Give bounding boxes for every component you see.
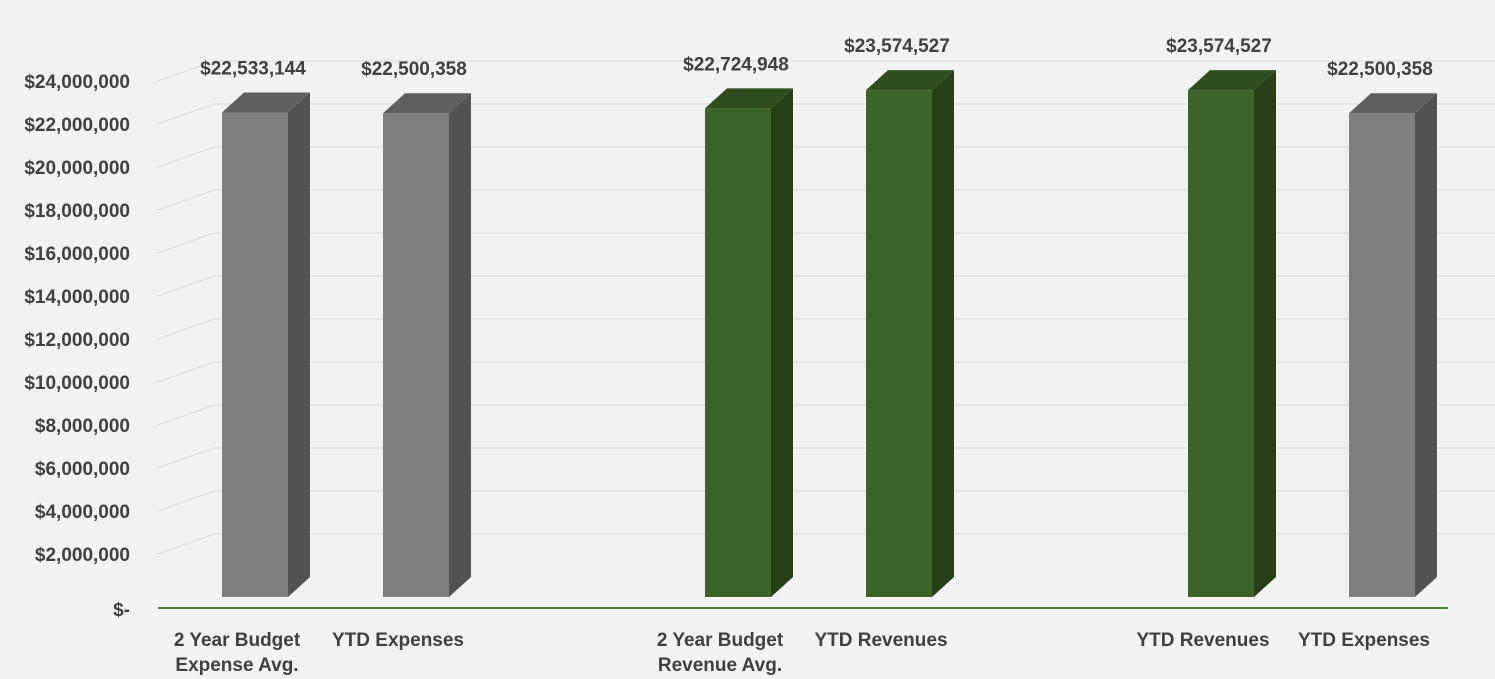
gridline-depth [157,404,215,426]
category-label: YTD Revenues [814,630,947,651]
bar-revenue [1188,70,1276,598]
y-tick-label: $4,000,000 [35,502,130,523]
y-tick-label: $18,000,000 [24,201,130,222]
bar-revenue [705,88,793,597]
y-tick-label: $16,000,000 [24,244,130,265]
bar-front-face [383,113,449,597]
gridline-depth [157,533,215,555]
data-label: $22,533,144 [200,59,306,80]
bar-front-face [866,90,932,597]
y-tick-label: $20,000,000 [24,158,130,179]
bar-side-face [932,70,954,598]
data-label: $23,574,527 [1166,36,1272,57]
gridline-depth [157,103,215,125]
data-label: $23,574,527 [844,36,950,57]
bars [222,70,1437,598]
bar-top-face [1349,93,1437,114]
y-tick-label: $10,000,000 [24,373,130,394]
bar-side-face [771,88,793,597]
category-label: YTD Expenses [1298,630,1430,651]
y-tick-label: $- [113,600,130,621]
bar-side-face [1415,93,1437,597]
category-label: YTD Revenues [1136,630,1269,651]
bar-revenue [866,70,954,598]
bar-front-face [1188,90,1254,597]
bar-top-face [383,93,471,114]
category-label: 2 Year Budget [657,630,784,651]
category-labels: 2 Year Budget Expense Avg. YTD Expenses 2 Y… [174,630,1430,676]
gridline-depth [157,318,215,340]
bar-expense [222,92,310,597]
gridlines [157,60,1495,555]
data-labels: $22,533,144 $22,500,358 $22,724,948 $23,574… [200,36,1433,80]
gridline-depth [157,447,215,469]
data-label: $22,724,948 [683,54,789,75]
category-label: Revenue Avg. [658,655,782,676]
bar-expense [383,93,471,597]
gridline-depth [157,146,215,168]
gridline-depth [157,275,215,297]
gridline-depth [157,60,215,82]
y-tick-label: $8,000,000 [35,416,130,437]
gridline-depth [157,361,215,383]
category-label: 2 Year Budget [174,630,301,651]
y-tick-label: $22,000,000 [24,115,130,136]
bar-front-face [1349,113,1415,597]
bar-top-face [866,70,954,91]
category-label: Expense Avg. [175,655,298,676]
bar-top-face [705,88,793,109]
data-label: $22,500,358 [1327,59,1433,80]
bar-side-face [449,93,471,597]
gridline-depth [157,189,215,211]
category-label: YTD Expenses [332,630,464,651]
y-tick-label: $6,000,000 [35,459,130,480]
bar-top-face [222,92,310,113]
gridline-depth [157,490,215,512]
y-axis-ticks: $- $2,000,000 $4,000,000 $6,000,000 $8,000,0… [24,72,130,621]
gridline-depth [157,232,215,254]
bar-side-face [288,92,310,597]
y-tick-label: $12,000,000 [24,330,130,351]
data-label: $22,500,358 [361,59,467,80]
bar-front-face [222,112,288,597]
y-tick-label: $14,000,000 [24,287,130,308]
bar-top-face [1188,70,1276,91]
bar-expense [1349,93,1437,597]
y-tick-label: $24,000,000 [24,72,130,93]
bar-front-face [705,108,771,597]
y-tick-label: $2,000,000 [35,545,130,566]
bar-side-face [1254,70,1276,598]
